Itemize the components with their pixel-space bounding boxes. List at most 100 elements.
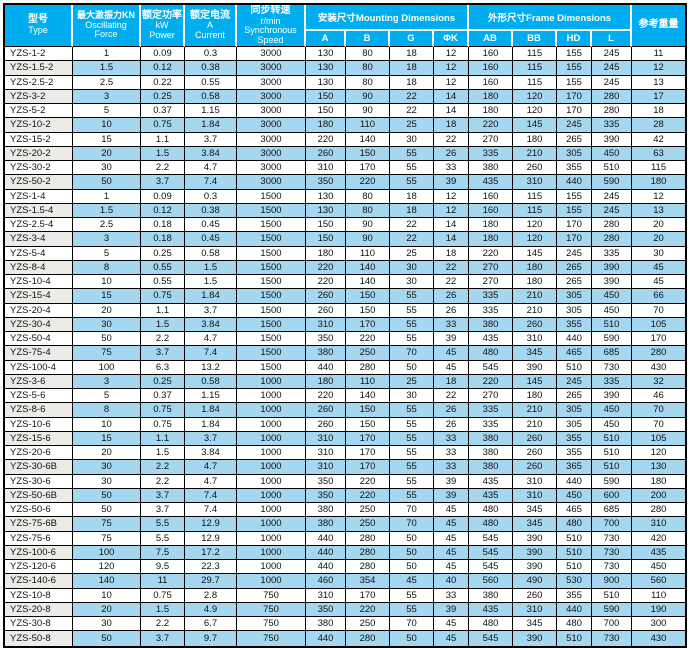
value-cell: 190 <box>632 602 686 617</box>
value-cell: 7.4 <box>185 175 237 190</box>
value-cell: 510 <box>592 317 633 332</box>
value-cell: 0.75 <box>141 403 185 418</box>
value-cell: 345 <box>513 617 558 632</box>
value-cell: 2.2 <box>141 460 185 475</box>
table-row: YZS-140-6 140 11 29.7 1000 460 354 45 40 560 490 53… <box>5 574 686 589</box>
value-cell: 155 <box>557 203 593 218</box>
value-cell: 50 <box>390 545 434 560</box>
header-col-a: A <box>306 31 346 47</box>
value-cell: 305 <box>557 403 593 418</box>
value-cell: 0.55 <box>141 275 185 290</box>
table-row: YZS-3-4 3 0.18 0.45 1500 150 90 22 14 180 120 170 28… <box>5 232 686 247</box>
table-row: YZS-2.5-4 2.5 0.18 0.45 1500 150 90 22 14 180 120 1… <box>5 218 686 233</box>
value-cell: 160 <box>469 189 514 204</box>
value-cell: 440 <box>306 531 346 546</box>
value-cell: 220 <box>346 332 390 347</box>
value-cell: 220 <box>346 602 390 617</box>
value-cell: 180 <box>306 118 346 133</box>
value-cell: 345 <box>513 503 558 518</box>
value-cell: 450 <box>592 403 633 418</box>
value-cell: 310 <box>513 474 558 489</box>
value-cell: 80 <box>346 203 390 218</box>
value-cell: 2.2 <box>141 617 185 632</box>
value-cell: 120 <box>513 232 558 247</box>
value-cell: 1.84 <box>185 289 237 304</box>
value-cell: 435 <box>469 175 514 190</box>
header-speed-en1: Synchronous <box>244 25 297 36</box>
value-cell: 13 <box>632 75 686 90</box>
model-cell: YZS-140-6 <box>5 574 73 589</box>
value-cell: 600 <box>592 488 633 503</box>
value-cell: 750 <box>237 617 306 632</box>
value-cell: 145 <box>513 118 558 133</box>
value-cell: 130 <box>306 75 346 90</box>
model-cell: YZS-30-6B <box>5 460 73 475</box>
value-cell: 220 <box>306 260 346 275</box>
table-row: YZS-20-8 20 1.5 4.9 750 350 220 55 39 435 310 440 59… <box>5 602 686 617</box>
value-cell: 380 <box>306 517 346 532</box>
value-cell: 750 <box>237 602 306 617</box>
value-cell: 354 <box>346 574 390 589</box>
value-cell: 55 <box>390 446 434 461</box>
value-cell: 305 <box>557 417 593 432</box>
header-current-en: Current <box>194 29 225 40</box>
value-cell: 280 <box>592 104 633 119</box>
value-cell: 1.1 <box>141 303 185 318</box>
table-row: YZS-1-2 1 0.09 0.3 3000 130 80 18 12 160 115 155 245… <box>5 47 686 62</box>
value-cell: 380 <box>469 588 514 603</box>
value-cell: 210 <box>513 417 558 432</box>
value-cell: 280 <box>592 89 633 104</box>
table-row: YZS-100-6 100 7.5 17.2 1000 440 280 50 45 545 390 5… <box>5 545 686 560</box>
header-power-unit: kW <box>155 20 169 31</box>
value-cell: 39 <box>434 602 470 617</box>
value-cell: 0.45 <box>185 218 237 233</box>
value-cell: 14 <box>434 89 470 104</box>
value-cell: 4.9 <box>185 602 237 617</box>
value-cell: 465 <box>557 346 593 361</box>
value-cell: 335 <box>469 303 514 318</box>
header-force-en1: Oscillating <box>85 19 127 30</box>
value-cell: 33 <box>434 446 470 461</box>
value-cell: 12.9 <box>185 531 237 546</box>
value-cell: 20 <box>73 146 141 161</box>
value-cell: 12 <box>632 189 686 204</box>
value-cell: 210 <box>513 403 558 418</box>
value-cell: 1500 <box>237 289 306 304</box>
header-type-zh: 型号 <box>28 14 48 26</box>
model-cell: YZS-8-4 <box>5 260 73 275</box>
value-cell: 50 <box>73 332 141 347</box>
value-cell: 46 <box>632 389 686 404</box>
value-cell: 750 <box>237 631 306 646</box>
model-cell: YZS-30-8 <box>5 617 73 632</box>
value-cell: 2.2 <box>141 161 185 176</box>
value-cell: 145 <box>513 246 558 261</box>
value-cell: 0.37 <box>141 389 185 404</box>
value-cell: 115 <box>513 189 558 204</box>
value-cell: 390 <box>513 531 558 546</box>
value-cell: 18 <box>632 104 686 119</box>
value-cell: 29.7 <box>185 574 237 589</box>
value-cell: 22 <box>434 260 470 275</box>
header-mounting-group: 安装尺寸Mounting Dimensions <box>306 5 470 31</box>
value-cell: 305 <box>557 303 593 318</box>
value-cell: 4.7 <box>185 474 237 489</box>
value-cell: 700 <box>592 517 633 532</box>
value-cell: 160 <box>469 75 514 90</box>
table-row: YZS-75-6 75 5.5 12.9 1000 440 280 50 45 545 390 510… <box>5 531 686 546</box>
value-cell: 120 <box>513 104 558 119</box>
value-cell: 100 <box>73 360 141 375</box>
value-cell: 220 <box>469 374 514 389</box>
value-cell: 3.7 <box>185 132 237 147</box>
value-cell: 430 <box>632 631 686 646</box>
value-cell: 3000 <box>237 132 306 147</box>
value-cell: 75 <box>73 531 141 546</box>
value-cell: 730 <box>592 531 633 546</box>
value-cell: 685 <box>592 346 633 361</box>
value-cell: 270 <box>469 260 514 275</box>
value-cell: 335 <box>592 246 633 261</box>
table-row: YZS-100-4 100 6.3 13.2 1500 440 280 50 45 545 390 5… <box>5 360 686 375</box>
value-cell: 55 <box>390 431 434 446</box>
value-cell: 22 <box>434 389 470 404</box>
value-cell: 510 <box>592 460 633 475</box>
value-cell: 70 <box>390 346 434 361</box>
